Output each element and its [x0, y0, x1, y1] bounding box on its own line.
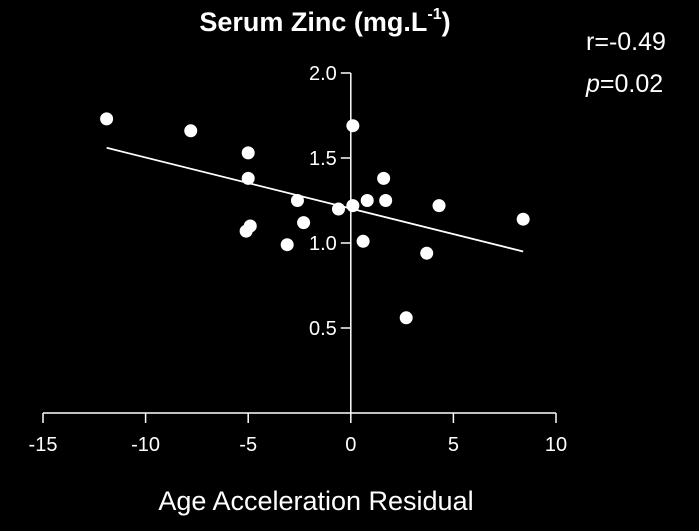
- data-point: [346, 119, 360, 133]
- regression-line: [106, 146, 524, 253]
- data-point: [379, 194, 393, 207]
- chart-title-superscript: -1: [427, 6, 441, 23]
- y-tick-label: 2.0: [309, 63, 337, 85]
- x-tick-label: 0: [345, 434, 356, 456]
- chart-title: Serum Zinc (mg.L-1): [199, 6, 450, 37]
- data-point: [331, 202, 345, 216]
- data-point: [184, 124, 198, 138]
- x-tick-label: 5: [448, 434, 459, 456]
- correlation-label: r=-0.49: [586, 28, 666, 56]
- correlation-prefix: r=: [586, 28, 609, 56]
- x-tick-label: -5: [239, 434, 257, 456]
- data-point: [241, 146, 255, 160]
- correlation-value: -0.49: [609, 28, 666, 56]
- data-point: [399, 311, 413, 325]
- y-tick-label: 0.5: [309, 318, 337, 340]
- data-point: [360, 194, 374, 207]
- data-point: [290, 194, 304, 207]
- y-axis: 0.5 1.0 1.5 2.0: [309, 63, 352, 413]
- p-value: =0.02: [600, 70, 663, 98]
- data-point: [346, 199, 360, 213]
- data-point: [280, 238, 294, 252]
- y-tick-label: 1.0: [309, 233, 337, 255]
- data-point: [432, 199, 446, 213]
- p-symbol: p: [585, 70, 600, 98]
- data-point: [356, 234, 370, 248]
- data-point: [241, 171, 255, 185]
- x-tick-label: -15: [29, 434, 58, 456]
- y-tick-label: 1.5: [309, 148, 337, 170]
- data-point: [239, 224, 253, 238]
- data-point: [297, 216, 311, 230]
- chart-title-main: Serum Zinc (mg.L: [199, 7, 427, 37]
- regression-group: [106, 146, 524, 253]
- data-point: [377, 171, 391, 185]
- x-tick-label: -10: [131, 434, 160, 456]
- p-value-label: p=0.02: [585, 70, 663, 98]
- chart-title-suffix: ): [442, 7, 451, 37]
- x-tick-label: 10: [545, 434, 567, 456]
- data-point: [420, 246, 434, 260]
- x-axis: -15 -10 -5 0 5 10: [29, 412, 567, 456]
- data-point: [516, 212, 530, 226]
- data-point: [100, 112, 114, 126]
- data-points: [100, 112, 530, 325]
- x-axis-title: Age Acceleration Residual: [158, 486, 473, 516]
